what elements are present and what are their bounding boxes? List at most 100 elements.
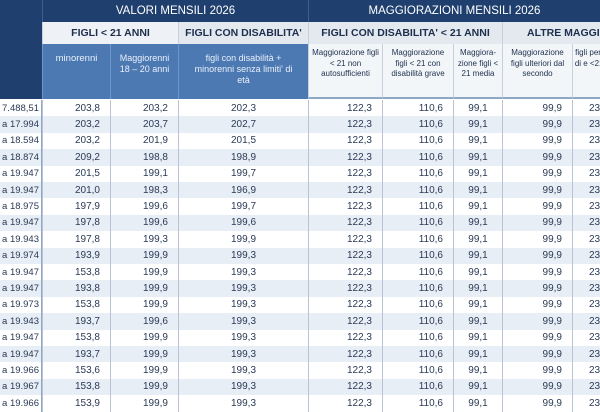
value-cell: 23 <box>572 198 600 215</box>
value-cell: 99,1 <box>453 264 502 281</box>
value-cell: 199,3 <box>178 378 308 396</box>
table-row: 2 a 17.994203,2203,7202,7122,3110,699,19… <box>0 116 600 133</box>
value-cell: 23 <box>572 264 600 281</box>
value-cell: 23 <box>572 165 600 182</box>
value-cell: 199,3 <box>178 313 308 330</box>
income-range-cell: 4 a 18.594 <box>0 132 42 150</box>
value-cell: 23 <box>572 231 600 248</box>
value-cell: 99,9 <box>502 116 572 133</box>
value-cell: 99,1 <box>453 149 502 166</box>
value-cell: 153,8 <box>42 329 110 346</box>
value-cell: 122,3 <box>308 149 382 166</box>
value-cell: 99,9 <box>502 198 572 215</box>
value-cell: 153,8 <box>42 378 110 396</box>
value-cell: 23 <box>572 214 600 232</box>
value-cell: 201,0 <box>42 182 110 199</box>
value-cell: 99,9 <box>502 362 572 379</box>
value-cell: 199,3 <box>110 231 178 248</box>
value-cell: 199,9 <box>110 329 178 346</box>
value-cell: 199,9 <box>110 280 178 297</box>
value-cell: 110,6 <box>382 296 453 314</box>
value-cell: 201,5 <box>178 132 308 150</box>
value-cell: 199,9 <box>110 247 178 264</box>
income-range-cell: 2 a 17.994 <box>0 116 42 133</box>
income-range-cell: 4 a 18.975 <box>0 198 42 215</box>
value-cell: 122,3 <box>308 329 382 346</box>
value-cell: 110,6 <box>382 362 453 379</box>
value-cell: 23 <box>572 313 600 330</box>
table-row: 6 a 19.943193,7199,6199,3122,3110,699,19… <box>0 313 600 330</box>
income-range-cell: 4 a 19.947 <box>0 280 42 297</box>
value-cell: 199,9 <box>110 346 178 363</box>
value-cell: 202,3 <box>178 100 308 117</box>
value-cell: 99,9 <box>502 149 572 166</box>
value-cell: 99,1 <box>453 182 502 199</box>
value-cell: 99,1 <box>453 378 502 396</box>
table-row: 8 a 19.967153,8199,9199,3122,3110,699,19… <box>0 378 600 396</box>
value-cell: 99,9 <box>502 395 572 412</box>
value-cell: 99,9 <box>502 378 572 396</box>
value-cell: 99,1 <box>453 313 502 330</box>
col-disabilita-grave: Maggiorazione figli < 21 con disabilità … <box>382 44 453 99</box>
income-range-cell: 8 a 19.967 <box>0 378 42 396</box>
table-row: 0 a 18.874209,2198,8198,9122,3110,699,19… <box>0 149 600 166</box>
table-row: 6 a 19.974193,9199,9199,3122,3110,699,19… <box>0 247 600 264</box>
value-cell: 99,1 <box>453 214 502 232</box>
income-range-cell: 3 a 19.947 <box>0 165 42 182</box>
value-cell: 209,2 <box>42 149 110 166</box>
income-range-cell: 0 a 18.874 <box>0 149 42 166</box>
value-cell: 110,6 <box>382 100 453 117</box>
value-cell: 199,3 <box>178 247 308 264</box>
value-cell: 201,5 <box>42 165 110 182</box>
value-cell: 23 <box>572 362 600 379</box>
value-cell: 196,9 <box>178 182 308 199</box>
income-range-cell: 8 a 19.966 <box>0 395 42 412</box>
value-cell: 199,9 <box>178 231 308 248</box>
value-cell: 199,9 <box>110 264 178 281</box>
table-row: 8 a 19.966153,9199,9199,3122,3110,699,19… <box>0 395 600 412</box>
value-cell: 153,8 <box>42 264 110 281</box>
value-cell: 99,1 <box>453 296 502 314</box>
value-cell: 99,9 <box>502 313 572 330</box>
value-cell: 99,1 <box>453 165 502 182</box>
value-cell: 99,1 <box>453 116 502 133</box>
table-row: 6 a 19.947193,7199,9199,3122,3110,699,19… <box>0 346 600 363</box>
maggiorazioni-title: MAGGIORAZIONI MENSILI 2026 <box>308 0 600 22</box>
value-cell: 198,3 <box>110 182 178 199</box>
value-cell: 99,1 <box>453 247 502 264</box>
value-cell: 122,3 <box>308 182 382 199</box>
value-cell: 199,9 <box>110 362 178 379</box>
value-cell: 110,6 <box>382 165 453 182</box>
value-cell: 99,9 <box>502 132 572 150</box>
value-cell: 193,7 <box>42 346 110 363</box>
value-cell: 99,1 <box>453 346 502 363</box>
value-cell: 110,6 <box>382 214 453 232</box>
value-cell: 199,6 <box>110 214 178 232</box>
figli-21-header: FIGLI < 21 ANNI <box>42 22 178 44</box>
value-cell: 197,8 <box>42 231 110 248</box>
value-cell: 122,3 <box>308 313 382 330</box>
value-cell: 110,6 <box>382 280 453 297</box>
value-cell: 122,3 <box>308 100 382 117</box>
value-cell: 198,8 <box>110 149 178 166</box>
table-row: 2 a 19.943197,8199,3199,9122,3110,699,19… <box>0 231 600 248</box>
value-cell: 199,3 <box>178 264 308 281</box>
value-cell: 99,1 <box>453 280 502 297</box>
figli-disabilita-header: FIGLI CON DISABILITA' <box>178 22 308 44</box>
value-cell: 99,9 <box>502 329 572 346</box>
value-cell: 99,1 <box>453 132 502 150</box>
value-cell: 203,8 <box>42 100 110 117</box>
table-row: 3 a 19.947201,0198,3196,9122,3110,699,19… <box>0 182 600 199</box>
value-cell: 122,3 <box>308 346 382 363</box>
value-cell: 199,3 <box>178 329 308 346</box>
value-cell: 23 <box>572 247 600 264</box>
value-cell: 99,1 <box>453 100 502 117</box>
value-cell: 23 <box>572 182 600 199</box>
value-cell: 203,2 <box>42 132 110 150</box>
value-cell: 110,6 <box>382 247 453 264</box>
table-row: 5 a 19.947153,8199,9199,3122,3110,699,19… <box>0 329 600 346</box>
income-range-cell: 5 a 19.947 <box>0 329 42 346</box>
value-cell: 110,6 <box>382 231 453 248</box>
figli-disabilita-21-header: FIGLI CON DISABILITA' < 21 ANNI <box>308 22 502 44</box>
income-range-cell: 3 a 19.947 <box>0 182 42 199</box>
